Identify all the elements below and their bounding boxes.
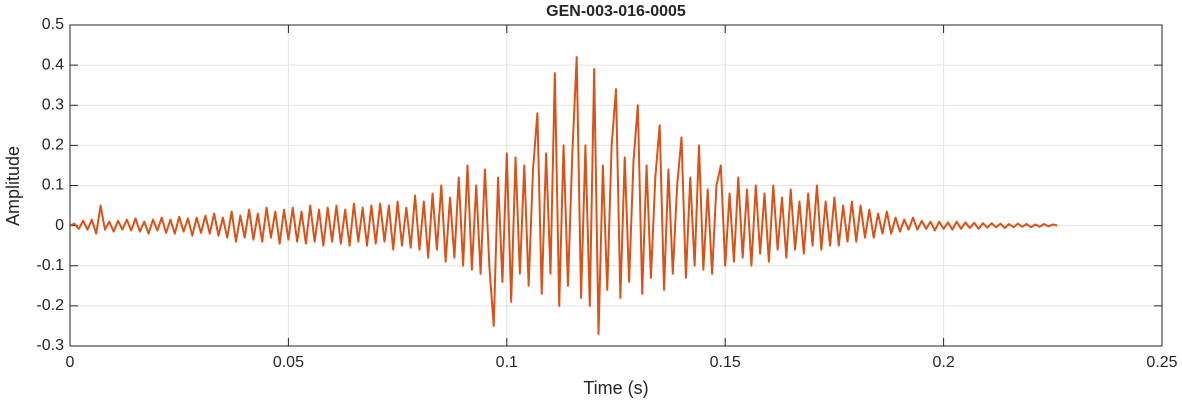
x-axis-label: Time (s) (583, 378, 648, 398)
x-tick-label: 0.25 (1146, 354, 1177, 371)
y-tick-label: -0.3 (36, 337, 64, 354)
y-tick-label: 0.3 (42, 96, 64, 113)
y-axis-label: Amplitude (3, 146, 23, 226)
x-tick-label: 0.1 (496, 354, 518, 371)
y-tick-label: 0.5 (42, 16, 64, 33)
x-tick-label: 0.15 (710, 354, 741, 371)
grid (69, 24, 1163, 347)
y-tick-label: -0.2 (36, 297, 64, 314)
x-tick-label: 0.2 (932, 354, 954, 371)
x-tick-label: 0.05 (273, 354, 304, 371)
chart-title: GEN-003-016-0005 (546, 3, 686, 20)
x-tick-label: 0 (66, 354, 75, 371)
y-tick-label: -0.1 (36, 257, 64, 274)
y-tick-label: 0 (55, 217, 64, 234)
y-tick-label: 0.2 (42, 137, 64, 154)
y-tick-label: 0.4 (42, 56, 64, 73)
waveform (69, 56, 1058, 335)
axes-box (69, 24, 1163, 347)
y-tick-label: 0.1 (42, 177, 64, 194)
